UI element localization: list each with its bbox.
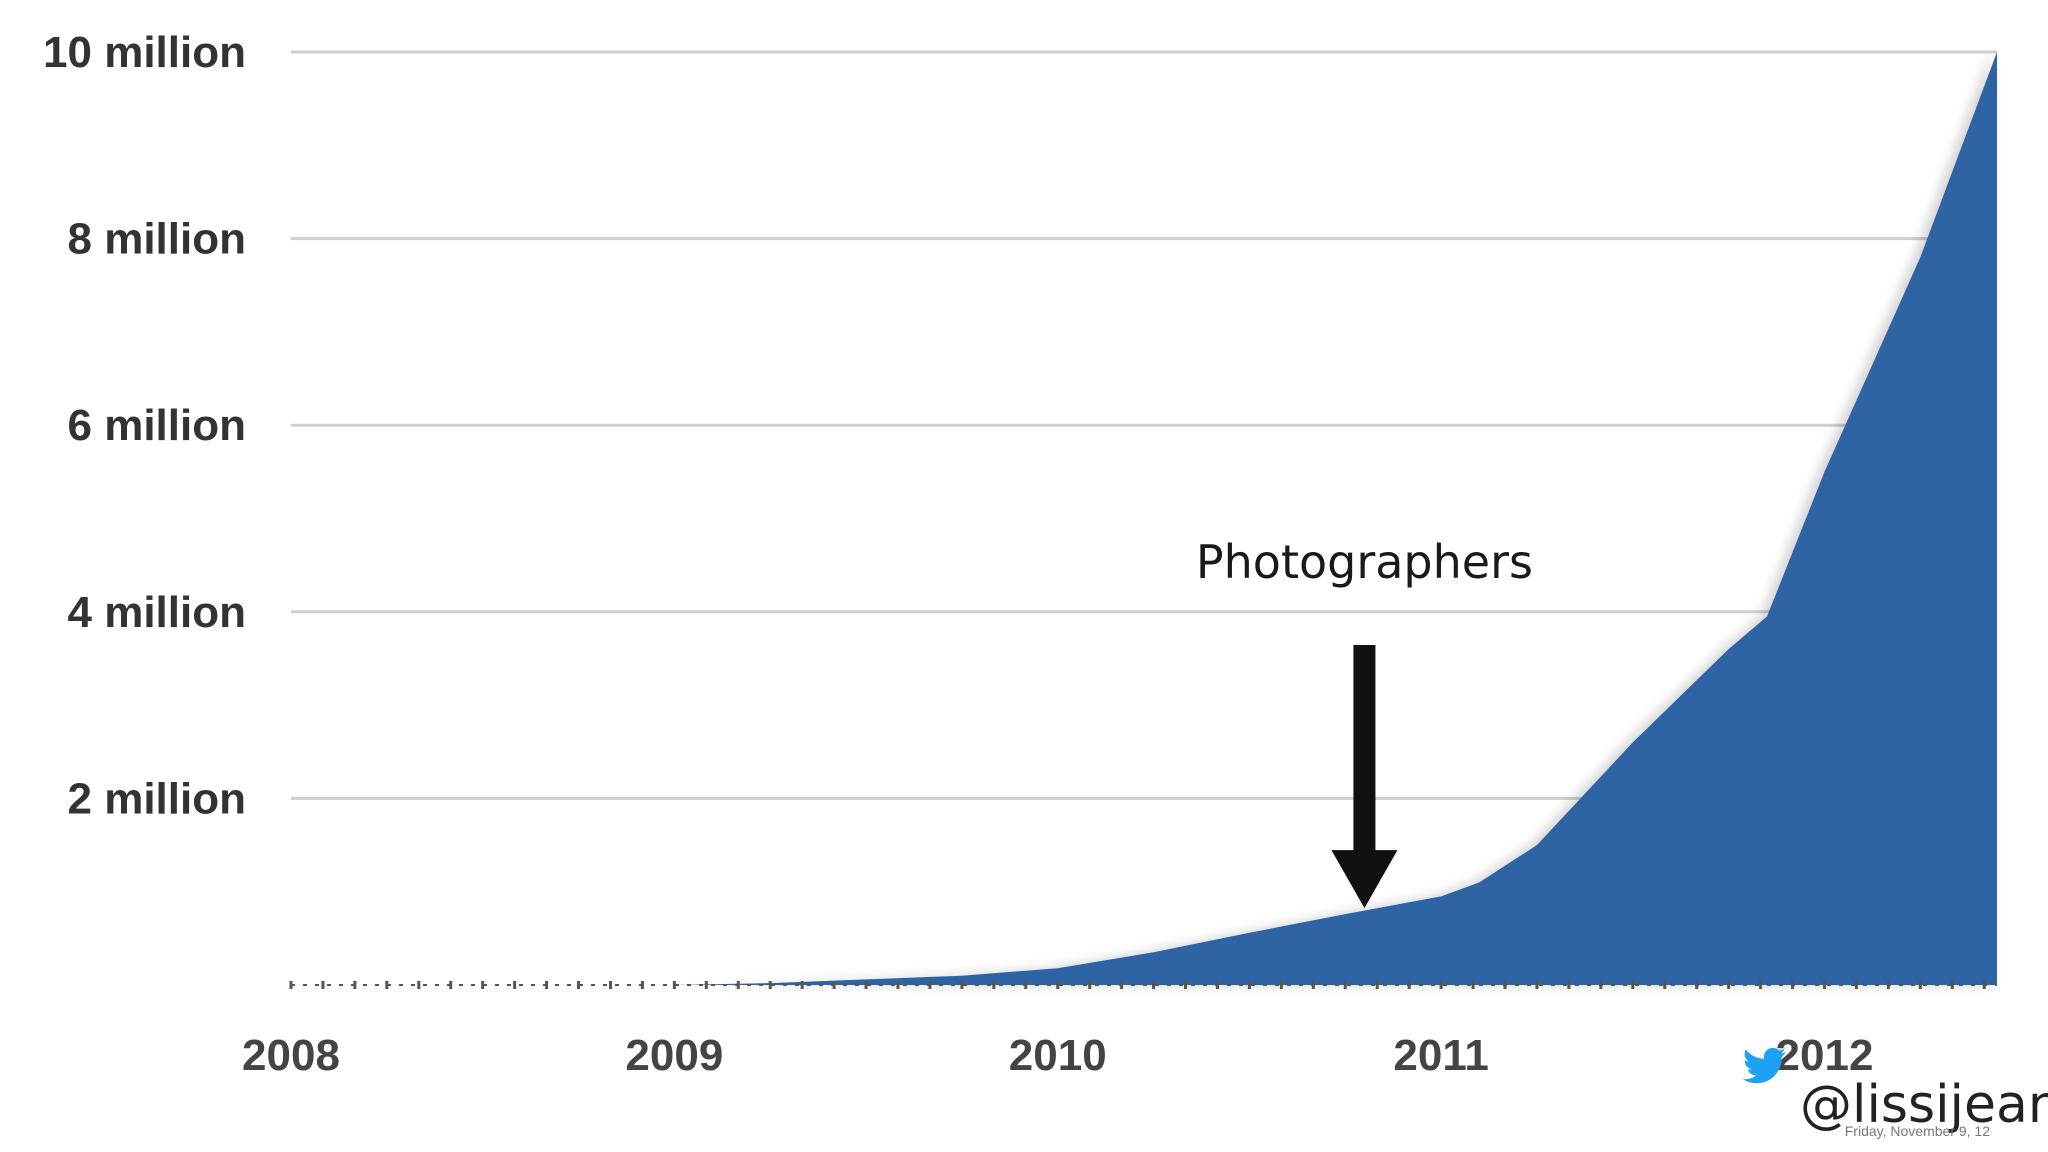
x-tick-label: 2010 xyxy=(1009,1031,1107,1080)
x-tick-label: 2012 xyxy=(1776,1031,1874,1080)
y-tick-label: 10 million xyxy=(43,28,246,77)
area-series xyxy=(291,52,1997,985)
y-tick-label: 8 million xyxy=(68,215,246,264)
twitter-bird-icon xyxy=(1742,1047,1786,1084)
x-tick-label: 2009 xyxy=(625,1031,723,1080)
x-tick-label: 2011 xyxy=(1393,1031,1488,1080)
y-tick-label: 2 million xyxy=(68,774,246,823)
twitter-handle: @lissijean xyxy=(1800,1075,2048,1135)
y-tick-label: 4 million xyxy=(68,588,246,637)
slide-footer-date: Friday, November 9, 12 xyxy=(1845,1123,1990,1139)
x-tick-label: 2008 xyxy=(242,1031,340,1080)
arrow-down-icon xyxy=(1331,645,1398,909)
y-tick-label: 6 million xyxy=(68,401,246,450)
annotation-photographers: Photographers xyxy=(1196,535,1533,589)
